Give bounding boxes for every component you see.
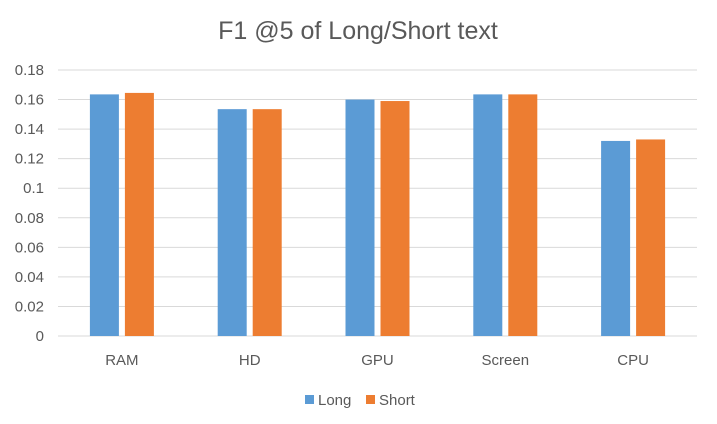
bars [89,92,666,337]
y-tick-label: 0.02 [15,298,44,315]
bar-long-gpu [345,99,375,336]
bar-short-ram [124,92,154,337]
gridlines [58,69,697,337]
bar-long-ram [89,94,119,336]
y-tick-label: 0 [36,328,44,345]
y-tick-label: 0.04 [15,269,44,286]
bar-short-cpu [636,139,666,336]
y-tick-label: 0.08 [15,210,44,227]
bar-short-gpu [380,101,410,337]
y-tick-label: 0.12 [15,151,44,168]
x-axis-ticks: RAM HD GPU Screen CPU [105,352,649,369]
x-tick-label: Screen [482,352,530,369]
legend-label-long: Long [318,392,351,409]
y-axis-ticks: 0 0.02 0.04 0.06 0.08 0.1 0.12 0.14 0.16 0.18 [15,62,44,345]
y-tick-label: 0.14 [15,121,44,138]
legend-label-short: Short [379,392,416,409]
chart-title: F1 @5 of Long/Short text [218,17,498,45]
x-tick-label: GPU [361,352,394,369]
y-tick-label: 0.18 [15,62,44,79]
legend: Long Short [305,392,416,409]
bar-long-hd [217,109,247,337]
y-tick-label: 0.1 [23,180,44,197]
x-tick-label: CPU [617,352,649,369]
bar-long-screen [473,94,503,336]
legend-swatch-long [305,395,314,404]
bar-short-screen [508,94,538,336]
legend-swatch-short [366,395,375,404]
x-tick-label: RAM [105,352,138,369]
y-tick-label: 0.06 [15,239,44,256]
bar-long-cpu [601,140,631,336]
bar-short-hd [252,109,282,337]
y-tick-label: 0.16 [15,92,44,109]
x-tick-label: HD [239,352,261,369]
